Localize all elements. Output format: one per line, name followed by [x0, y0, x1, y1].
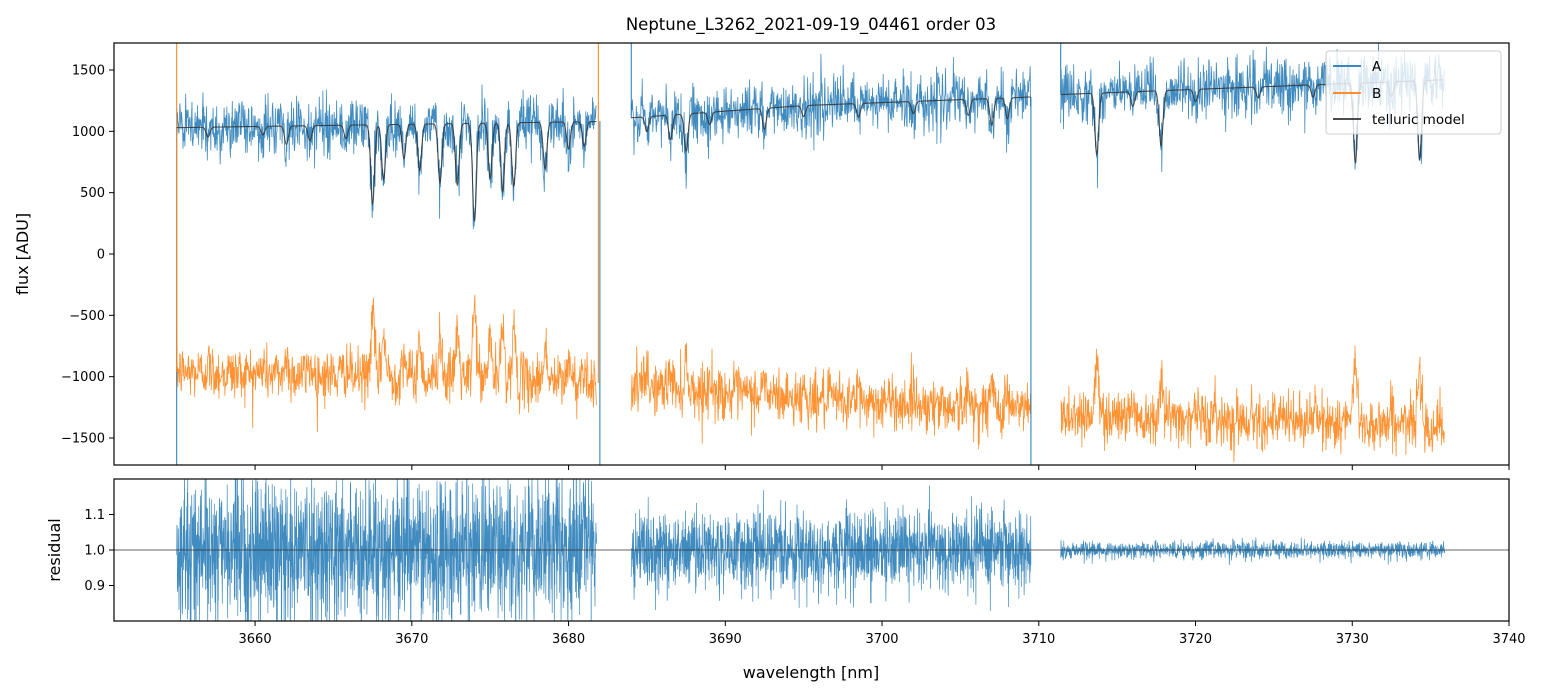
legend-label-b: B	[1372, 86, 1381, 102]
legend: A B telluric model	[1325, 50, 1502, 135]
residual-segment-3	[1060, 537, 1446, 566]
series-b-segment-1	[176, 294, 597, 433]
x-tick-label: 3720	[1179, 632, 1212, 647]
x-tick-label: 3660	[239, 632, 272, 647]
top-y-tick-label: 1500	[72, 63, 105, 78]
top-y-tick-label: −1500	[61, 432, 105, 447]
x-tick-label: 3690	[709, 632, 742, 647]
telluric-model-segment-2	[631, 96, 1031, 152]
bottom-panel: 0.9 1.0 1.1 3660 3670 3680 3690 3700 3710 3720 37…	[45, 478, 1526, 682]
bottom-plot-area	[114, 479, 1509, 621]
bottom-y-tick-label: 1.0	[84, 544, 105, 559]
top-panel: −1500 −1000 −500 0 500 1000 1500 flux [ADU] A …	[13, 42, 1510, 470]
bottom-axes-frame	[113, 478, 1510, 622]
top-x-ticks	[254, 465, 1510, 470]
legend-label-a: A	[1372, 59, 1382, 75]
bottom-y-ticks: 0.9 1.0 1.1	[84, 508, 114, 594]
chart-title: Neptune_L3262_2021-09-19_04461 order 03	[626, 15, 996, 35]
x-tick-label: 3700	[865, 632, 898, 647]
x-axis-label: wavelength [nm]	[743, 663, 880, 682]
top-y-tick-label: −500	[69, 309, 105, 324]
top-y-ticks: −1500 −1000 −500 0 500 1000 1500	[61, 63, 114, 447]
legend-label-telluric: telluric model	[1372, 112, 1465, 128]
top-y-tick-label: 500	[80, 186, 105, 201]
top-y-tick-label: −1000	[61, 370, 105, 385]
top-y-axis-label: flux [ADU]	[13, 213, 32, 295]
bottom-y-tick-label: 0.9	[84, 579, 105, 594]
top-axes-frame	[113, 42, 1510, 466]
bottom-x-ticks: 3660 3670 3680 3690 3700 3710 3720 3730 3740	[239, 621, 1526, 647]
legend-box	[1325, 50, 1502, 135]
series-b-segment-3	[1060, 345, 1445, 463]
series-b-segment-2	[630, 342, 1031, 450]
top-plot-area	[176, 43, 1445, 465]
x-tick-label: 3730	[1336, 632, 1369, 647]
bottom-y-tick-label: 1.1	[84, 508, 105, 523]
top-y-tick-label: 1000	[72, 125, 105, 140]
telluric-model-segment-1	[176, 120, 597, 222]
bottom-y-axis-label: residual	[45, 518, 64, 581]
residual-segment-2	[630, 485, 1032, 612]
top-y-tick-label: 0	[97, 248, 105, 263]
x-tick-label: 3710	[1022, 632, 1055, 647]
residual-segment-1	[176, 479, 597, 621]
x-tick-label: 3670	[395, 632, 428, 647]
x-tick-label: 3680	[552, 632, 585, 647]
x-tick-label: 3740	[1492, 632, 1525, 647]
